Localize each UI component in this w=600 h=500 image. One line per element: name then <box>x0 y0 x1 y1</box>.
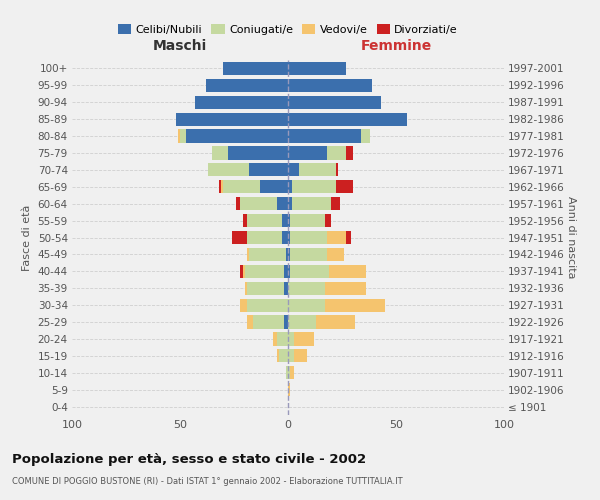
Bar <box>288 231 290 244</box>
Bar <box>288 383 290 396</box>
Bar <box>288 214 290 227</box>
Bar <box>290 366 295 380</box>
Bar <box>281 214 288 227</box>
Bar <box>290 264 329 278</box>
Bar <box>325 282 366 295</box>
Bar <box>292 180 335 194</box>
Bar <box>227 146 288 160</box>
Bar <box>176 112 288 126</box>
Bar <box>187 130 288 142</box>
Bar <box>241 264 242 278</box>
Bar <box>281 231 288 244</box>
Bar <box>290 248 327 261</box>
Bar <box>288 112 407 126</box>
Bar <box>247 231 281 244</box>
Bar <box>331 197 340 210</box>
Bar <box>286 366 288 380</box>
Y-axis label: Fasce di età: Fasce di età <box>22 204 32 270</box>
Bar <box>335 180 353 194</box>
Bar <box>288 62 346 75</box>
Bar <box>242 264 245 278</box>
Bar <box>292 197 331 210</box>
Bar <box>208 164 249 176</box>
Bar <box>242 214 247 227</box>
Bar <box>327 146 346 160</box>
Bar <box>277 197 288 210</box>
Y-axis label: Anni di nascita: Anni di nascita <box>566 196 576 279</box>
Bar <box>288 164 299 176</box>
Bar <box>346 146 353 160</box>
Bar <box>288 180 292 194</box>
Bar <box>223 180 260 194</box>
Text: Popolazione per età, sesso e stato civile - 2002: Popolazione per età, sesso e stato civil… <box>12 452 366 466</box>
Text: Maschi: Maschi <box>153 39 207 53</box>
Bar <box>288 197 292 210</box>
Bar <box>236 197 241 210</box>
Bar <box>178 130 180 142</box>
Bar <box>284 264 288 278</box>
Bar <box>277 349 280 362</box>
Bar <box>284 282 288 295</box>
Bar <box>316 316 355 328</box>
Bar <box>253 316 284 328</box>
Bar <box>212 146 227 160</box>
Bar <box>288 130 361 142</box>
Bar <box>286 248 288 261</box>
Bar <box>288 366 290 380</box>
Bar <box>245 282 247 295</box>
Bar <box>284 316 288 328</box>
Bar <box>288 248 290 261</box>
Bar <box>288 96 381 109</box>
Bar <box>290 231 327 244</box>
Bar <box>280 349 288 362</box>
Bar <box>247 214 281 227</box>
Bar <box>295 332 314 345</box>
Bar <box>206 79 288 92</box>
Bar <box>260 180 288 194</box>
Bar <box>325 298 385 312</box>
Bar <box>241 197 277 210</box>
Bar <box>249 164 288 176</box>
Bar <box>180 130 187 142</box>
Bar <box>288 282 325 295</box>
Bar <box>245 264 284 278</box>
Bar <box>299 164 335 176</box>
Bar <box>329 264 366 278</box>
Bar <box>277 332 288 345</box>
Bar <box>327 248 344 261</box>
Bar <box>241 298 247 312</box>
Bar <box>290 214 325 227</box>
Bar <box>247 248 249 261</box>
Bar <box>288 316 316 328</box>
Bar <box>247 316 253 328</box>
Bar <box>288 332 295 345</box>
Bar <box>232 231 247 244</box>
Bar <box>327 231 346 244</box>
Bar <box>288 146 327 160</box>
Legend: Celibi/Nubili, Coniugati/e, Vedovi/e, Divorziati/e: Celibi/Nubili, Coniugati/e, Vedovi/e, Di… <box>113 20 463 39</box>
Bar <box>361 130 370 142</box>
Bar <box>346 231 350 244</box>
Bar <box>335 164 338 176</box>
Bar <box>288 79 372 92</box>
Bar <box>295 349 307 362</box>
Bar <box>288 264 290 278</box>
Text: COMUNE DI POGGIO BUSTONE (RI) - Dati ISTAT 1° gennaio 2002 - Elaborazione TUTTIT: COMUNE DI POGGIO BUSTONE (RI) - Dati IST… <box>12 478 403 486</box>
Bar <box>247 298 288 312</box>
Bar <box>219 180 221 194</box>
Bar <box>273 332 277 345</box>
Bar <box>195 96 288 109</box>
Bar <box>249 248 286 261</box>
Bar <box>325 214 331 227</box>
Bar <box>247 282 284 295</box>
Text: Femmine: Femmine <box>361 39 431 53</box>
Bar <box>223 62 288 75</box>
Bar <box>288 298 325 312</box>
Bar <box>288 349 295 362</box>
Bar <box>221 180 223 194</box>
